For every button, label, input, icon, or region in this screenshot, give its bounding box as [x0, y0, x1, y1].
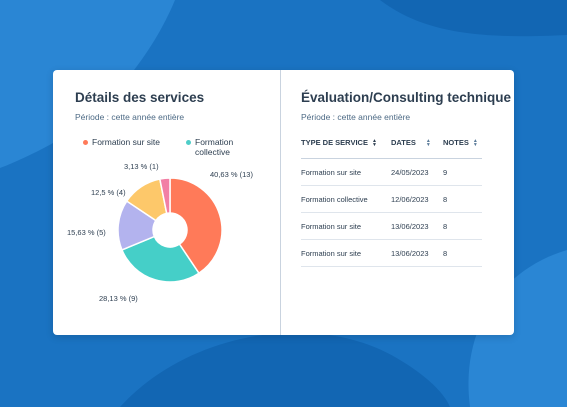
chart-legend: Formation sur site Formation collective	[83, 137, 245, 157]
table-row[interactable]: Formation collective 12/06/2023 8	[301, 185, 482, 214]
dashboard-card: Détails des services Période : cette ann…	[53, 70, 514, 335]
table-row[interactable]: Formation sur site 13/06/2023 8	[301, 212, 482, 241]
legend-dot-icon	[83, 140, 88, 145]
legend-label: Formation sur site	[92, 137, 161, 147]
pie-slice[interactable]	[120, 235, 200, 283]
column-header-service-type[interactable]: TYPE DE SERVICE ▲ ▼	[301, 136, 391, 160]
service-type-cell: Formation sur site	[301, 212, 391, 241]
table-row[interactable]: Formation sur site 13/06/2023 8	[301, 239, 482, 268]
service-type-cell: Formation collective	[301, 185, 391, 214]
pie-data-label: 12,5 % (4)	[91, 188, 126, 197]
sort-icon[interactable]: ▲ ▼	[425, 138, 431, 149]
service-type-cell: Formation sur site	[301, 239, 391, 268]
consulting-panel: Évaluation/Consulting technique Période …	[281, 70, 514, 335]
date-cell: 12/06/2023	[391, 185, 443, 214]
legend-dot-icon	[186, 140, 191, 145]
pie-data-label: 3,13 % (1)	[124, 162, 159, 171]
service-type-cell: Formation sur site	[301, 158, 391, 187]
period-filter[interactable]: Période : cette année entière	[301, 112, 411, 122]
legend-item-onsite[interactable]: Formation sur site	[83, 137, 172, 157]
note-cell: 8	[443, 239, 482, 268]
date-cell: 13/06/2023	[391, 239, 443, 268]
sort-icon[interactable]: ▲ ▼	[472, 138, 478, 149]
panel-title: Évaluation/Consulting technique	[301, 90, 512, 105]
date-cell: 13/06/2023	[391, 212, 443, 241]
pie-data-label: 40,63 % (13)	[210, 170, 253, 179]
period-filter[interactable]: Période : cette année entière	[75, 112, 185, 122]
pie-data-label: 28,13 % (9)	[99, 294, 138, 303]
services-table: TYPE DE SERVICE ▲ ▼ DATES ▲ ▼ NOTES ▲ ▼ Format…	[301, 136, 482, 268]
column-header-dates[interactable]: DATES ▲ ▼	[391, 136, 443, 160]
pie-data-label: 15,63 % (5)	[67, 228, 106, 237]
note-cell: 8	[443, 212, 482, 241]
pie-slice[interactable]	[158, 177, 171, 215]
date-cell: 24/05/2023	[391, 158, 443, 187]
panel-title: Détails des services	[75, 90, 205, 105]
table-row[interactable]: Formation sur site 24/05/2023 9	[301, 158, 482, 187]
donut-chart: 40,63 % (13) 28,13 % (9) 15,63 % (5) 12,5 %…	[53, 162, 281, 315]
sort-icon[interactable]: ▲ ▼	[371, 138, 377, 149]
note-cell: 8	[443, 185, 482, 214]
table-header-row: TYPE DE SERVICE ▲ ▼ DATES ▲ ▼ NOTES ▲ ▼	[301, 136, 482, 160]
services-details-panel: Détails des services Période : cette ann…	[53, 70, 281, 335]
note-cell: 9	[443, 158, 482, 187]
column-header-notes[interactable]: NOTES ▲ ▼	[443, 136, 482, 160]
legend-label: Formation collective	[195, 137, 234, 157]
legend-item-collective[interactable]: Formation collective	[186, 137, 245, 157]
